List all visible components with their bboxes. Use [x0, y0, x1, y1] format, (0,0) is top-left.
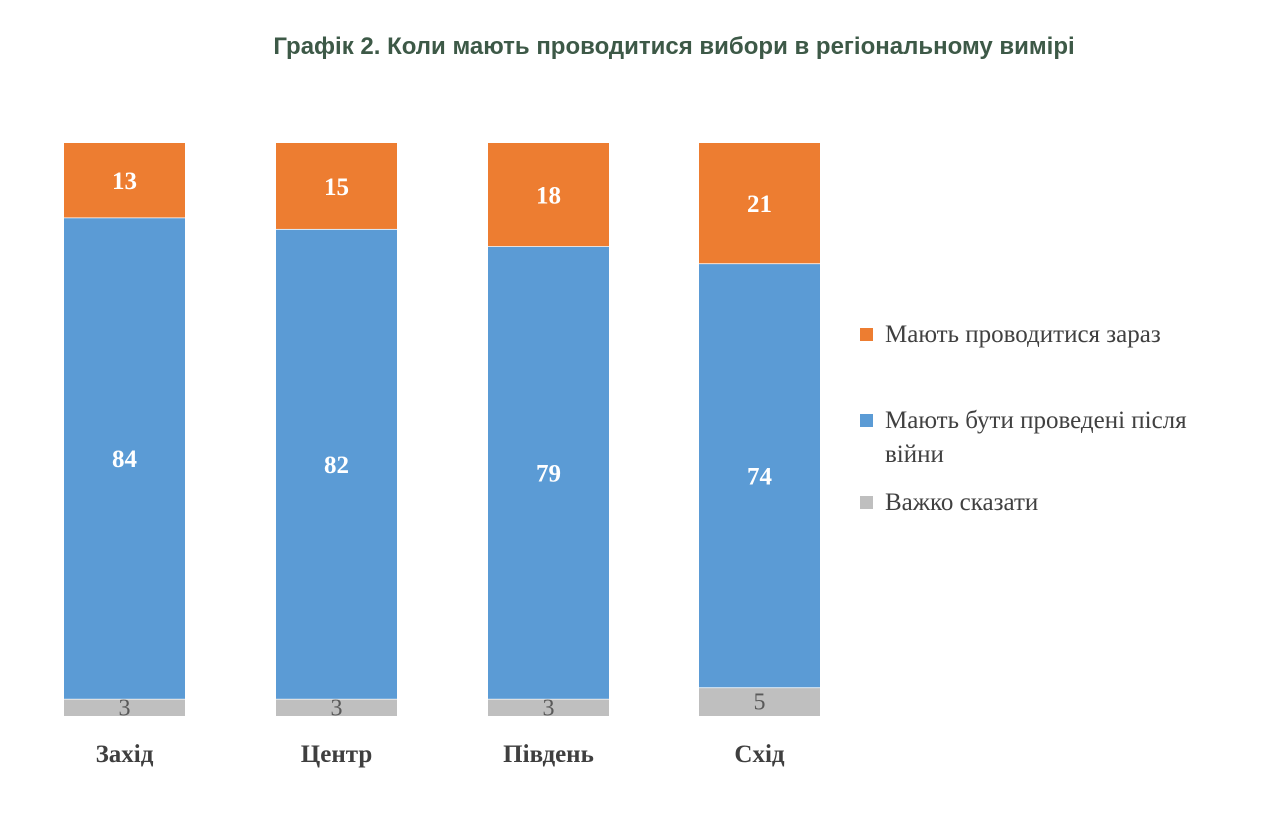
chart-title: Графік 2. Коли мають проводитися вибори … [273, 33, 1075, 60]
data-label: 82 [324, 452, 349, 479]
bar-segment [488, 143, 609, 247]
data-label: 3 [119, 695, 131, 721]
category-label: Схід [734, 741, 785, 768]
legend-swatch [860, 328, 873, 341]
data-label: 3 [331, 695, 343, 721]
category-label: Центр [301, 741, 372, 768]
legend-item: Важко сказати [860, 486, 1225, 520]
data-label: 21 [747, 191, 772, 218]
bar-segment [276, 143, 397, 229]
data-label: 3 [543, 695, 555, 721]
bar-segment [699, 143, 820, 264]
bars-layer [64, 143, 820, 716]
legend-label: Мають проводитися зараз [885, 321, 1161, 348]
legend-label: Важко сказати [885, 489, 1039, 516]
bar-segment [699, 687, 820, 716]
data-label: 18 [536, 183, 561, 210]
bar-segment [276, 228, 397, 699]
bar-segment [488, 246, 609, 699]
bar-segment [699, 263, 820, 688]
category-labels-layer: Захід Центр Південь Схід [96, 741, 785, 768]
legend-swatch [860, 414, 873, 427]
category-label: Захід [96, 741, 154, 768]
category-label: Південь [503, 741, 594, 768]
data-label: 13 [112, 168, 137, 195]
bar-segment [488, 698, 609, 716]
data-label: 15 [324, 174, 349, 201]
data-label: 84 [112, 446, 138, 473]
data-label: 5 [754, 690, 766, 716]
legend-item: Мають бути проведені після війни [860, 404, 1225, 472]
bar-segment [64, 698, 185, 716]
bar-segment [64, 143, 185, 218]
bar-segment [276, 698, 397, 716]
legend-label: Мають бути проведені після війни [885, 407, 1187, 468]
data-labels-layer: 3 84 13 3 82 15 3 79 18 5 74 21 [112, 168, 773, 721]
legend-item: Мають проводитися зараз [860, 318, 1225, 352]
data-label: 79 [536, 460, 561, 487]
data-label: 74 [747, 463, 773, 490]
bar-segment [64, 217, 185, 699]
legend-swatch [860, 496, 873, 509]
